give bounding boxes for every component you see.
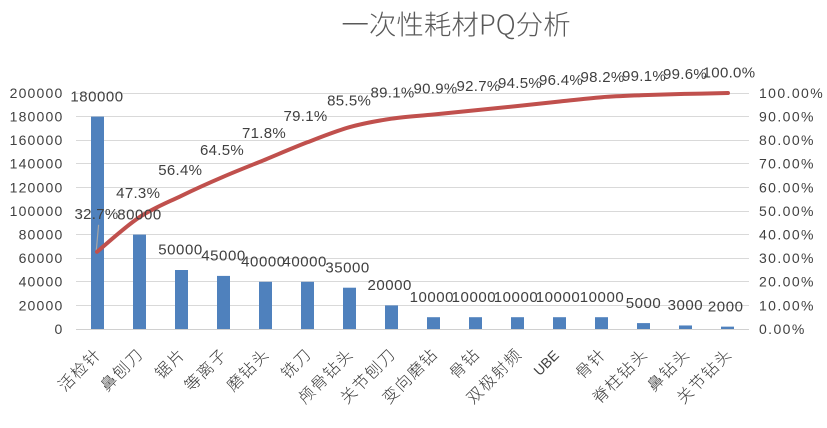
svg-text:30.00%: 30.00% [759, 250, 815, 266]
svg-text:94.5%: 94.5% [498, 75, 542, 92]
svg-text:99.1%: 99.1% [622, 68, 666, 85]
svg-text:140000: 140000 [10, 156, 64, 172]
svg-text:90.00%: 90.00% [759, 109, 815, 125]
svg-text:2000: 2000 [708, 298, 744, 315]
svg-text:64.5%: 64.5% [200, 142, 244, 159]
svg-text:50000: 50000 [158, 242, 202, 259]
svg-text:70.00%: 70.00% [759, 156, 815, 172]
svg-text:40.00%: 40.00% [759, 227, 815, 243]
svg-text:50.00%: 50.00% [759, 203, 815, 219]
svg-text:100.0%: 100.0% [703, 64, 756, 81]
svg-text:3000: 3000 [668, 297, 704, 314]
svg-text:20.00%: 20.00% [759, 274, 815, 290]
svg-text:10000: 10000 [494, 289, 538, 306]
svg-text:10000: 10000 [580, 289, 624, 306]
svg-text:180000: 180000 [70, 88, 123, 105]
svg-text:90.9%: 90.9% [413, 80, 457, 97]
svg-text:99.6%: 99.6% [663, 66, 707, 83]
svg-text:100.00%: 100.00% [759, 85, 824, 101]
svg-text:60.00%: 60.00% [759, 179, 815, 195]
svg-text:0: 0 [55, 321, 64, 337]
svg-text:10.00%: 10.00% [759, 297, 815, 313]
svg-text:92.7%: 92.7% [456, 78, 500, 95]
svg-text:98.2%: 98.2% [580, 69, 624, 86]
svg-text:40000: 40000 [282, 254, 326, 271]
svg-text:85.5%: 85.5% [327, 92, 371, 109]
svg-text:89.1%: 89.1% [370, 84, 414, 101]
svg-text:20000: 20000 [19, 297, 64, 313]
svg-text:10000: 10000 [410, 289, 454, 306]
svg-text:71.8%: 71.8% [242, 125, 286, 142]
svg-text:45000: 45000 [201, 248, 245, 265]
svg-text:0.00%: 0.00% [759, 321, 806, 337]
svg-text:20000: 20000 [367, 277, 411, 294]
svg-text:79.1%: 79.1% [283, 108, 327, 125]
svg-text:180000: 180000 [10, 109, 64, 125]
svg-text:60000: 60000 [19, 250, 64, 266]
svg-text:100000: 100000 [10, 203, 64, 219]
svg-text:80000: 80000 [117, 206, 161, 223]
svg-text:10000: 10000 [536, 289, 580, 306]
svg-text:160000: 160000 [10, 132, 64, 148]
svg-text:35000: 35000 [325, 259, 369, 276]
svg-text:32.7%: 32.7% [74, 206, 118, 223]
svg-text:40000: 40000 [19, 274, 64, 290]
svg-text:5000: 5000 [626, 295, 662, 312]
svg-text:120000: 120000 [10, 179, 64, 195]
svg-text:40000: 40000 [241, 254, 285, 271]
svg-text:96.4%: 96.4% [539, 72, 583, 89]
svg-text:80.00%: 80.00% [759, 132, 815, 148]
svg-text:80000: 80000 [19, 227, 64, 243]
svg-text:200000: 200000 [10, 85, 64, 101]
svg-text:10000: 10000 [452, 289, 496, 306]
svg-text:56.4%: 56.4% [158, 162, 202, 179]
svg-text:47.3%: 47.3% [116, 185, 160, 202]
